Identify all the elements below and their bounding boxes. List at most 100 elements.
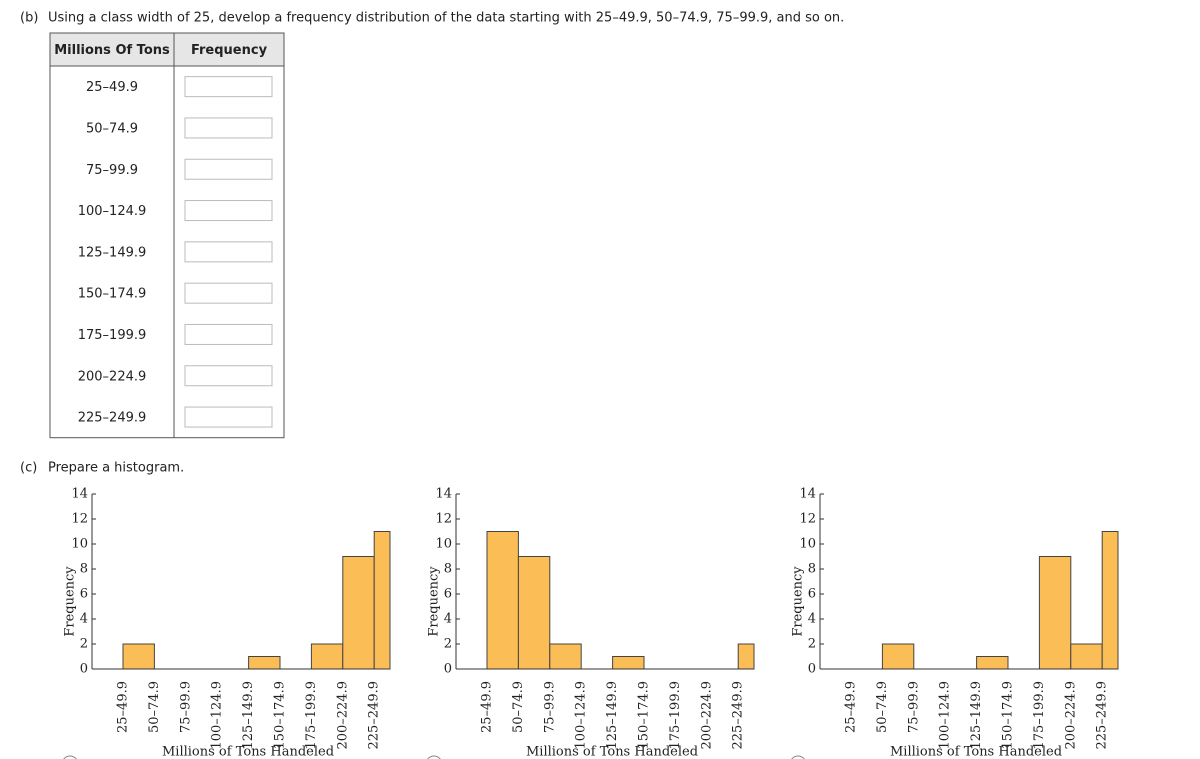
y-tick-label: 12 bbox=[71, 512, 88, 527]
class-label: 50–74.9 bbox=[86, 121, 138, 136]
x-tick-label: 25–49.9 bbox=[844, 681, 859, 733]
bar bbox=[122, 643, 155, 670]
answer-radio[interactable] bbox=[62, 755, 78, 759]
bar bbox=[310, 643, 344, 670]
y-tick-label: 4 bbox=[444, 612, 452, 627]
bar bbox=[737, 643, 755, 670]
y-axis-title: Frequency bbox=[791, 566, 806, 637]
y-tick-label: 8 bbox=[80, 562, 88, 577]
question-text: Prepare a histogram. bbox=[48, 461, 184, 476]
y-tick-label: 4 bbox=[80, 612, 88, 627]
x-tick-label: 50–74.9 bbox=[511, 681, 526, 733]
x-tick-label: 25–49.9 bbox=[480, 681, 495, 733]
part-label: (b) bbox=[20, 11, 38, 26]
x-tick-label: 225–249.9 bbox=[1095, 681, 1110, 750]
bar bbox=[1101, 531, 1119, 670]
x-tick-label: 175–199.9 bbox=[1032, 681, 1047, 750]
table-header: Frequency bbox=[191, 43, 268, 58]
x-tick-label: 150–174.9 bbox=[1001, 681, 1016, 750]
bar bbox=[373, 531, 391, 670]
part-label: (c) bbox=[20, 461, 37, 476]
y-tick-label: 10 bbox=[799, 537, 816, 552]
x-tick-label: 100–124.9 bbox=[210, 681, 225, 750]
x-axis-title: Millions of Tons Handeled bbox=[526, 745, 698, 759]
x-tick-label: 175–199.9 bbox=[304, 681, 319, 750]
frequency-input[interactable] bbox=[184, 117, 273, 139]
y-tick-label: 14 bbox=[71, 487, 88, 502]
y-tick-label: 6 bbox=[808, 587, 816, 602]
frequency-input[interactable] bbox=[184, 282, 273, 304]
bar bbox=[342, 556, 375, 670]
y-axis-title: Frequency bbox=[427, 566, 442, 637]
x-tick-label: 200–224.9 bbox=[335, 681, 350, 750]
class-label: 175–199.9 bbox=[78, 328, 147, 343]
x-tick-label: 150–174.9 bbox=[273, 681, 288, 750]
class-label: 225–249.9 bbox=[78, 411, 147, 426]
x-tick-label: 100–124.9 bbox=[574, 681, 589, 750]
frequency-input[interactable] bbox=[184, 323, 273, 345]
table-header: Millions Of Tons bbox=[54, 43, 170, 58]
x-tick-label: 100–124.9 bbox=[938, 681, 953, 750]
y-tick-label: 0 bbox=[80, 662, 88, 677]
answer-radio[interactable] bbox=[426, 755, 442, 759]
y-tick-label: 2 bbox=[80, 637, 88, 652]
class-label: 75–99.9 bbox=[86, 163, 138, 178]
frequency-input[interactable] bbox=[184, 76, 273, 98]
bar bbox=[549, 643, 582, 670]
x-tick-label: 50–74.9 bbox=[875, 681, 890, 733]
y-tick-label: 10 bbox=[435, 537, 452, 552]
class-label: 150–174.9 bbox=[78, 287, 147, 302]
y-tick-label: 6 bbox=[444, 587, 452, 602]
x-axis-title: Millions of Tons Handeled bbox=[890, 745, 1062, 759]
x-axis-title: Millions of Tons Handeled bbox=[162, 745, 334, 759]
x-tick-label: 50–74.9 bbox=[147, 681, 162, 733]
x-tick-label: 150–174.9 bbox=[637, 681, 652, 750]
y-tick-label: 6 bbox=[80, 587, 88, 602]
frequency-input[interactable] bbox=[184, 365, 273, 387]
x-tick-label: 225–249.9 bbox=[367, 681, 382, 750]
frequency-input[interactable] bbox=[184, 406, 273, 428]
y-axis-title: Frequency bbox=[63, 566, 78, 637]
x-tick-label: 175–199.9 bbox=[668, 681, 683, 750]
y-tick-label: 2 bbox=[444, 637, 452, 652]
x-tick-label: 75–99.9 bbox=[178, 681, 193, 733]
y-tick-label: 8 bbox=[808, 562, 816, 577]
class-label: 125–149.9 bbox=[78, 245, 147, 260]
x-tick-label: 125–149.9 bbox=[969, 681, 984, 750]
class-label: 25–49.9 bbox=[86, 80, 138, 95]
frequency-input[interactable] bbox=[184, 200, 273, 222]
table-header-bg bbox=[50, 33, 284, 66]
y-tick-label: 0 bbox=[444, 662, 452, 677]
bar bbox=[881, 643, 915, 670]
y-tick-label: 2 bbox=[808, 637, 816, 652]
y-tick-label: 14 bbox=[799, 487, 816, 502]
y-tick-label: 4 bbox=[808, 612, 816, 627]
class-label: 100–124.9 bbox=[78, 204, 147, 219]
y-tick-label: 10 bbox=[71, 537, 88, 552]
x-tick-label: 200–224.9 bbox=[699, 681, 714, 750]
x-tick-label: 225–249.9 bbox=[731, 681, 746, 750]
x-tick-label: 125–149.9 bbox=[605, 681, 620, 750]
bar bbox=[612, 656, 645, 670]
bar bbox=[1038, 556, 1072, 670]
x-tick-label: 25–49.9 bbox=[116, 681, 131, 733]
y-tick-label: 8 bbox=[444, 562, 452, 577]
bar bbox=[248, 656, 281, 670]
y-tick-label: 12 bbox=[435, 512, 452, 527]
frequency-input[interactable] bbox=[184, 241, 273, 263]
x-tick-label: 125–149.9 bbox=[241, 681, 256, 750]
y-tick-label: 12 bbox=[799, 512, 816, 527]
x-tick-label: 75–99.9 bbox=[906, 681, 921, 733]
y-tick-label: 0 bbox=[808, 662, 816, 677]
question-text: Using a class width of 25, develop a fre… bbox=[48, 11, 844, 26]
bar bbox=[517, 556, 551, 670]
table-border bbox=[49, 32, 285, 439]
x-tick-label: 75–99.9 bbox=[542, 681, 557, 733]
class-label: 200–224.9 bbox=[78, 369, 147, 384]
answer-radio[interactable] bbox=[790, 755, 806, 759]
bar bbox=[1070, 643, 1103, 670]
frequency-input[interactable] bbox=[184, 158, 273, 180]
bar bbox=[486, 531, 519, 670]
y-tick-label: 14 bbox=[435, 487, 452, 502]
